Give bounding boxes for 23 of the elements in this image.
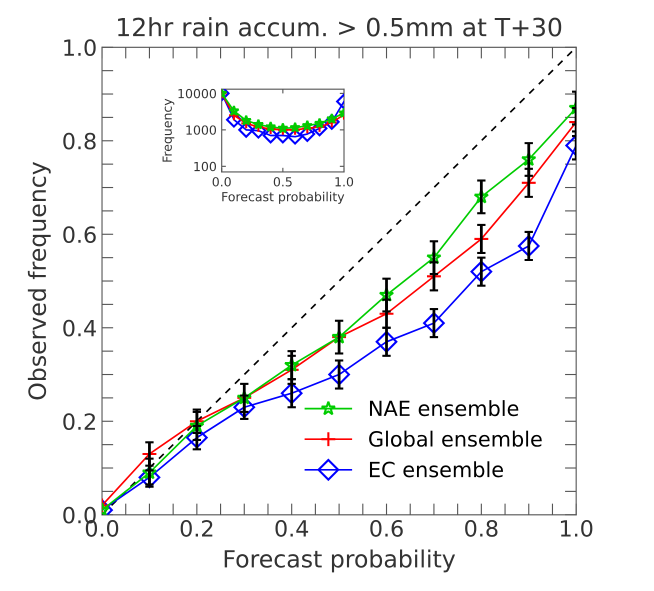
y-axis-title: Observed frequency — [28, 162, 51, 400]
legend-label: Global ensemble — [369, 430, 542, 447]
x-tick-label: 0.4 — [275, 520, 308, 537]
y-tick-label: 0.4 — [63, 320, 96, 337]
x-axis-title: Forecast probability — [222, 192, 344, 204]
y-tick-label: 0.8 — [63, 132, 96, 150]
x-tick-label: 0.6 — [370, 520, 403, 537]
x-tick-label: 0.0 — [212, 177, 231, 187]
x-tick-label: 0.5 — [274, 177, 292, 187]
legend-label: EC ensemble — [370, 461, 503, 478]
y-tick-label: 1000 — [186, 125, 216, 135]
y-tick-label: 0.6 — [63, 226, 96, 244]
y-tick-label: 1.0 — [64, 39, 96, 56]
y-tick-label: 10000 — [178, 88, 216, 98]
y-tick-label: 0.2 — [63, 413, 95, 430]
legend-label: NAE ensemble — [370, 400, 518, 416]
x-tick-label: 1.0 — [560, 520, 592, 537]
x-axis-title: Forecast probability — [224, 549, 456, 572]
x-tick-label: 1.0 — [335, 177, 354, 187]
y-tick-label: 100 — [194, 162, 216, 172]
chart-title: 12hr rain accum. > 0.5mm at T+30 — [118, 17, 562, 37]
x-tick-label: 0.8 — [465, 520, 498, 537]
y-axis-title: Frequency — [162, 98, 174, 162]
